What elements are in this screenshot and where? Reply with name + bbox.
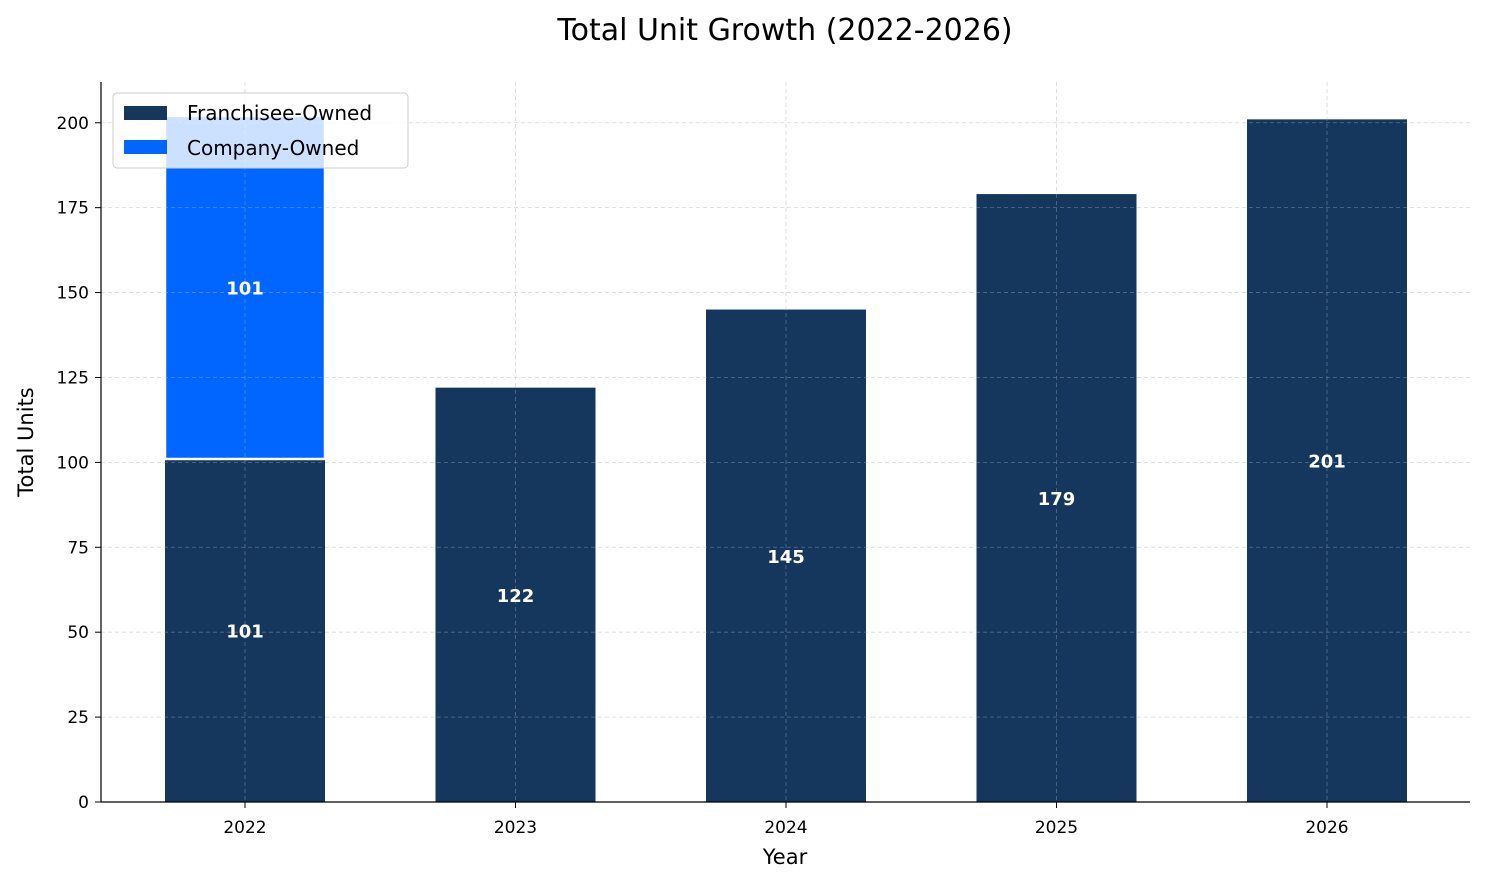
x-tick-label: 2024: [764, 818, 807, 838]
bar-labels: 101 101 122 145 179 201: [226, 278, 1346, 642]
bar-franchisee-owned-2023: [435, 387, 596, 802]
bar-value-label: 101: [226, 278, 264, 299]
bar-value-label: 122: [497, 586, 535, 607]
legend-swatch-franchisee: [124, 106, 167, 120]
legend-label-company: Company-Owned: [187, 136, 359, 160]
x-ticks: 2022 2023 2024 2025 2026: [223, 802, 1349, 838]
legend: Franchisee-Owned Company-Owned: [112, 92, 409, 169]
legend-swatch-company: [124, 140, 167, 154]
gridlines-overlay: [101, 82, 1470, 803]
x-tick-label: 2022: [223, 818, 266, 838]
bar-franchisee-owned-2026: [1247, 119, 1407, 802]
y-tick-label: 200: [57, 114, 89, 134]
y-tick-label: 75: [67, 538, 89, 558]
x-tick-label: 2025: [1035, 818, 1078, 838]
bar-value-label: 145: [767, 547, 805, 568]
bar-franchisee-owned-2024: [706, 309, 866, 802]
bar-franchisee-owned-2022: [165, 458, 325, 802]
x-tick-label: 2023: [494, 818, 537, 838]
y-tick-label: 150: [57, 284, 89, 304]
bar-franchisee-owned-2025: [976, 194, 1137, 803]
y-tick-label: 25: [67, 708, 89, 728]
x-tick-label: 2026: [1305, 818, 1348, 838]
bar-value-label: 201: [1308, 452, 1346, 473]
chart-title: Total Unit Growth (2022-2026): [556, 13, 1012, 48]
bar-value-label: 179: [1038, 489, 1076, 510]
y-tick-label: 125: [57, 368, 89, 388]
bar-value-label: 101: [226, 621, 264, 642]
y-ticks: 0 25 50 75 100 125 150 175 200: [57, 114, 101, 813]
y-tick-label: 175: [57, 199, 89, 219]
y-tick-label: 50: [67, 623, 89, 643]
y-axis-label: Total Units: [14, 387, 38, 497]
y-tick-label: 0: [78, 793, 89, 813]
x-axis-label: Year: [762, 845, 808, 869]
bars: [163, 114, 1407, 803]
legend-label-franchisee: Franchisee-Owned: [187, 101, 372, 125]
legend-box: [112, 92, 409, 169]
y-tick-label: 100: [57, 453, 89, 473]
